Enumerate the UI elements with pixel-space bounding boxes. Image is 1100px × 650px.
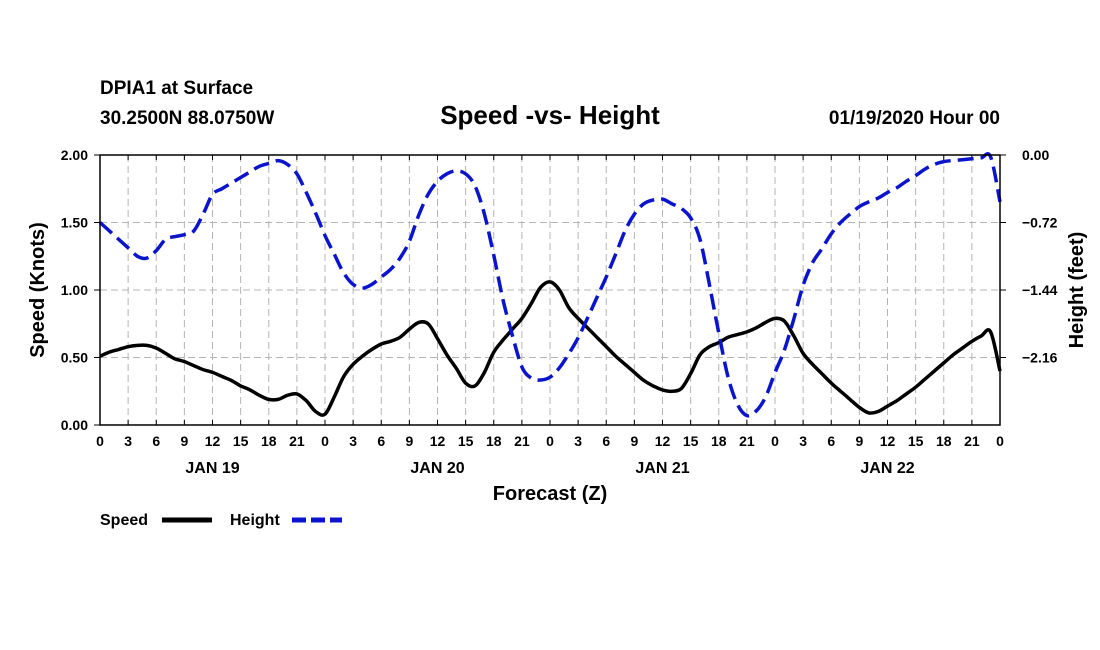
legend-speed-label: Speed (100, 512, 148, 529)
x-tick-labels: 0 3 6 9 12 15 18 21 0 3 6 9 12 15 18 21 0 3 6 9 12 15 18 21 0 3 6 9… (96, 433, 1004, 449)
x-tick-label: 21 (739, 433, 755, 449)
x-tick-label: 15 (458, 433, 474, 449)
grid (100, 155, 1000, 425)
x-tick-label: 0 (996, 433, 1004, 449)
x-tick-label: 9 (630, 433, 638, 449)
x-tick-label: 18 (711, 433, 727, 449)
left-axis-title: Speed (Knots) (27, 222, 49, 358)
x-tick-label: 6 (602, 433, 610, 449)
tick-marks (94, 154, 1006, 426)
x-tick-label: 3 (124, 433, 132, 449)
run-time: 01/19/2020 Hour 00 (829, 108, 1000, 129)
y-left-tick-label: 0.50 (61, 350, 88, 366)
y-right-tick-label: −2.16 (1022, 350, 1058, 366)
station-name: DPIA1 at Surface (100, 78, 253, 99)
x-tick-label: 21 (514, 433, 530, 449)
y-left-tick-label: 1.50 (61, 215, 88, 231)
day-labels: JAN 19 JAN 20 JAN 21 JAN 22 (185, 460, 914, 477)
x-tick-label: 12 (205, 433, 221, 449)
x-tick-label: 9 (405, 433, 413, 449)
x-tick-label: 15 (233, 433, 249, 449)
y-left-tick-label: 2.00 (61, 147, 88, 163)
y-right-tick-label: −0.72 (1022, 215, 1058, 231)
x-tick-label: 18 (936, 433, 952, 449)
y-right-tick-label: −1.44 (1022, 282, 1058, 298)
station-location: 30.2500N 88.0750W (100, 108, 274, 129)
x-tick-label: 18 (261, 433, 277, 449)
x-tick-label: 3 (349, 433, 357, 449)
x-tick-label: 0 (96, 433, 104, 449)
day-label: JAN 20 (410, 460, 464, 477)
day-label: JAN 22 (860, 460, 914, 477)
left-tick-labels: 0.00 0.50 1.00 1.50 2.00 (61, 147, 88, 433)
x-tick-label: 18 (486, 433, 502, 449)
x-tick-label: 6 (377, 433, 385, 449)
x-axis-title: Forecast (Z) (493, 483, 607, 505)
legend-height-label: Height (230, 512, 280, 529)
x-tick-label: 0 (771, 433, 779, 449)
plot-frame (99, 154, 1001, 426)
chart-title: Speed -vs- Height (440, 100, 660, 130)
x-tick-label: 9 (180, 433, 188, 449)
x-tick-label: 12 (880, 433, 896, 449)
speed-series-line (99, 280, 1002, 417)
series (98, 152, 1002, 418)
x-tick-label: 21 (964, 433, 980, 449)
day-label: JAN 21 (635, 460, 689, 477)
y-left-tick-label: 0.00 (61, 417, 88, 433)
x-tick-label: 0 (321, 433, 329, 449)
x-tick-label: 21 (289, 433, 305, 449)
x-tick-label: 3 (799, 433, 807, 449)
x-tick-label: 0 (546, 433, 554, 449)
x-tick-label: 6 (152, 433, 160, 449)
x-tick-label: 12 (430, 433, 446, 449)
right-axis-title: Height (feet) (1066, 232, 1088, 349)
height-series-line (98, 152, 1002, 418)
x-tick-label: 15 (908, 433, 924, 449)
x-tick-label: 9 (855, 433, 863, 449)
right-tick-labels: 0.00 −0.72 −1.44 −2.16 (1022, 147, 1058, 366)
x-tick-label: 15 (683, 433, 699, 449)
day-label: JAN 19 (185, 460, 239, 477)
y-left-tick-label: 1.00 (61, 282, 88, 298)
y-right-tick-label: 0.00 (1022, 147, 1049, 163)
x-tick-label: 3 (574, 433, 582, 449)
x-tick-label: 6 (827, 433, 835, 449)
x-tick-label: 12 (655, 433, 671, 449)
